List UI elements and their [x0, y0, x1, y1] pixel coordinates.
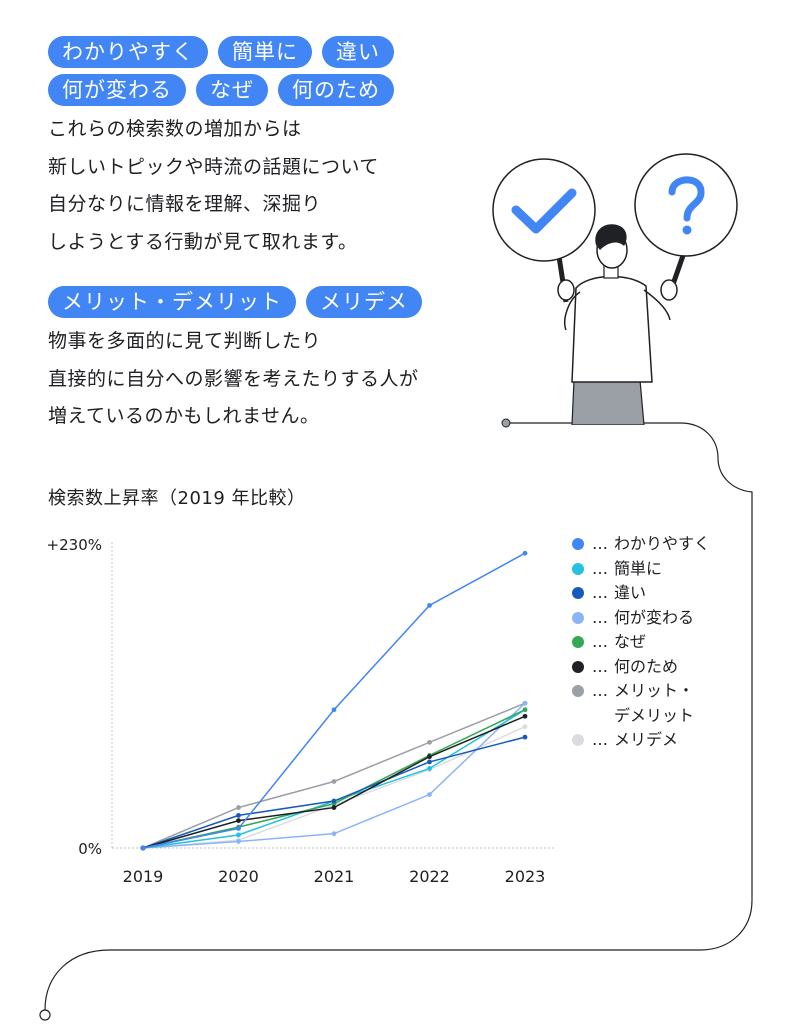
data-point	[331, 779, 337, 784]
legend-color-dot	[572, 562, 584, 575]
paragraph-line: これらの検索数の増加からは	[48, 118, 302, 140]
data-point	[427, 754, 432, 760]
legend-label: わかりやすく	[614, 534, 711, 553]
check-icon	[492, 158, 596, 262]
data-point	[331, 831, 337, 837]
legend-label: 何のため	[614, 656, 679, 676]
legend-label: メリット・ デメリット	[614, 681, 695, 725]
keyword-tag-row-2: 何が変わる なぜ 何のため	[48, 74, 394, 106]
data-point	[331, 805, 337, 810]
legend-color-dot	[572, 636, 584, 648]
data-point	[236, 826, 241, 831]
path-start-dot	[501, 418, 511, 428]
data-point	[427, 792, 432, 797]
data-point	[427, 602, 432, 608]
legend-item: … 何のため	[572, 655, 710, 680]
description-paragraph-2: 物事を多面的に見て判断したり 直接的に自分への影響を考えたりする人が 増えている…	[48, 323, 419, 436]
data-point	[331, 707, 337, 713]
data-point	[522, 713, 528, 719]
series-line	[142, 702, 526, 849]
legend-label: 簡単に	[614, 558, 663, 578]
legend-item: … なぜ	[572, 630, 710, 655]
data-point	[522, 707, 528, 713]
x-tick-label: 2020	[218, 867, 259, 886]
series-line	[142, 709, 526, 849]
legend-label: 違い	[614, 583, 647, 602]
paragraph-line: 直接的に自分への影響を考えたりする人が	[48, 367, 419, 390]
paragraph-line: 自分なりに情報を理解、深掘り	[48, 193, 322, 215]
paragraph-line: 物事を多面的に見て判断したり	[48, 330, 322, 352]
keyword-tag: メリット・デメリット	[48, 286, 296, 318]
data-point	[522, 734, 528, 740]
keyword-tag-row-1: わかりやすく 簡単に 違い	[48, 36, 394, 68]
person-holding-signs-illustration	[492, 153, 738, 425]
keyword-tag: わかりやすく	[48, 36, 208, 68]
question-mark-icon	[634, 153, 738, 257]
data-point	[236, 805, 241, 810]
y-tick-label-zero: 0%	[78, 840, 102, 858]
keyword-tag-row-3: メリット・デメリット メリデメ	[48, 286, 422, 318]
data-point	[427, 766, 432, 771]
data-point	[522, 724, 528, 730]
y-tick-label-max: +230%	[47, 536, 102, 554]
x-tick-label: 2023	[505, 867, 546, 886]
paragraph-line: 新しいトピックや時流の話題について	[48, 155, 379, 178]
paragraph-line: 増えているのかもしれません。	[48, 405, 320, 427]
legend-item: … 何が変わる	[572, 606, 710, 631]
line-chart: +230% 0% 2019 2020 2021 2022 2023	[47, 536, 555, 886]
legend-ellipsis: …	[592, 730, 608, 749]
data-point	[522, 700, 528, 706]
keyword-tag: 簡単に	[218, 36, 312, 68]
legend-color-dot	[572, 685, 584, 697]
path-end-dot	[39, 1009, 51, 1021]
legend-ellipsis: …	[592, 656, 608, 676]
legend-ellipsis: …	[592, 558, 608, 578]
x-tick-label: 2021	[314, 867, 355, 886]
data-point	[331, 798, 337, 804]
data-point	[427, 759, 432, 765]
chart-legend: … わかりやすく … 簡単に … 違い … 何が変わる … なぜ … 何のため … メリット・ デメリット…	[572, 532, 710, 753]
series-line	[142, 702, 526, 849]
paragraph-line: しようとする行動が見て取れます。	[48, 230, 358, 253]
legend-color-dot	[572, 538, 584, 550]
legend-label: 何が変わる	[614, 607, 695, 627]
keyword-tag: 何が変わる	[48, 74, 186, 106]
data-point	[236, 812, 241, 818]
keyword-tag: 違い	[322, 36, 394, 68]
legend-ellipsis: …	[592, 583, 608, 602]
legend-ellipsis: …	[592, 681, 608, 700]
data-point	[427, 739, 432, 745]
legend-item: … わかりやすく	[572, 532, 710, 557]
legend-label: メリデメ	[614, 730, 679, 749]
legend-item: … 違い	[572, 581, 710, 606]
legend-item: … メリデメ	[572, 728, 710, 753]
x-tick-label: 2022	[409, 867, 450, 886]
legend-item: … メリット・ デメリット	[572, 679, 710, 728]
data-point	[236, 839, 241, 844]
legend-item: … 簡単に	[572, 557, 710, 582]
chart-title: 検索数上昇率（2019 年比較）	[48, 488, 306, 509]
keyword-tag: 何のため	[278, 74, 394, 106]
series-line	[142, 709, 526, 849]
legend-color-dot	[572, 611, 584, 624]
legend-color-dot	[572, 587, 584, 599]
description-paragraph-1: これらの検索数の増加からは 新しいトピックや時流の話題について 自分なりに情報を…	[48, 111, 379, 261]
keyword-tag: なぜ	[196, 74, 268, 106]
data-point	[140, 845, 146, 851]
data-point	[522, 550, 528, 556]
keyword-tag: メリデメ	[306, 286, 422, 318]
data-point	[236, 832, 241, 838]
x-tick-label: 2019	[123, 867, 164, 886]
legend-ellipsis: …	[592, 534, 608, 553]
legend-label: なぜ	[614, 632, 647, 651]
legend-color-dot	[572, 660, 584, 673]
legend-color-dot	[572, 734, 584, 746]
legend-ellipsis: …	[592, 607, 608, 627]
data-point	[236, 818, 241, 824]
legend-ellipsis: …	[592, 632, 608, 651]
